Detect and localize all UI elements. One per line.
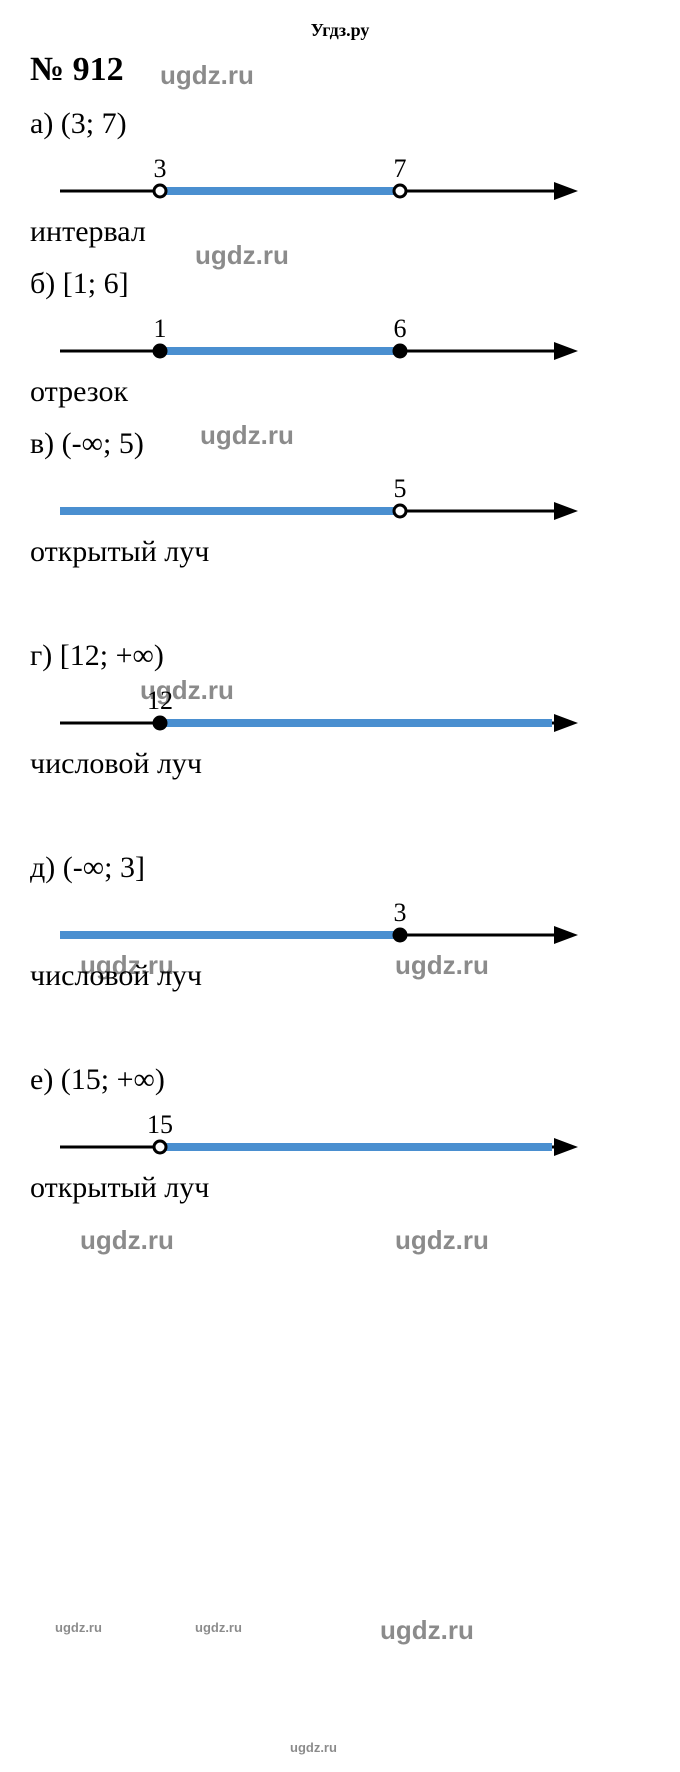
exercise-item: а) (3; 7)37интервал: [30, 107, 650, 249]
exercise-item: б) [1; 6]16отрезок: [30, 267, 650, 409]
left-endpoint-label: 12: [147, 686, 173, 715]
number-line-diagram: 16: [60, 309, 580, 371]
number-line-wrap: 12: [60, 681, 650, 743]
number-line-diagram: 3: [60, 893, 580, 955]
interval-type-name: отрезок: [30, 375, 650, 409]
right-endpoint-closed: [394, 345, 406, 357]
number-line-diagram: 5: [60, 469, 580, 531]
item-notation: а) (3; 7): [30, 107, 650, 141]
right-endpoint-label: 7: [394, 154, 407, 183]
item-notation: д) (-∞; 3]: [30, 851, 650, 885]
interval-type-name: интервал: [30, 215, 650, 249]
axis-arrowhead-icon: [554, 502, 578, 520]
left-endpoint-open: [154, 185, 166, 197]
axis-arrowhead-icon: [554, 926, 578, 944]
left-endpoint-closed: [154, 717, 166, 729]
exercise-item: в) (-∞; 5) 5 открытый луч: [30, 427, 650, 569]
number-line-wrap: 5: [60, 469, 650, 531]
number-line-diagram: 15: [60, 1105, 580, 1167]
interval-type-name: открытый луч: [30, 535, 650, 569]
exercise-item: е) (15; +∞) 15 открытый луч: [30, 1063, 650, 1205]
watermark-text: ugdz.ru: [380, 1615, 474, 1646]
right-endpoint-closed: [394, 929, 406, 941]
item-notation: б) [1; 6]: [30, 267, 650, 301]
axis-arrowhead-icon: [554, 182, 578, 200]
watermark-text: ugdz.ru: [195, 1620, 242, 1635]
interval-type-name: числовой луч: [30, 959, 650, 993]
watermark-text: ugdz.ru: [55, 1620, 102, 1635]
item-notation: в) (-∞; 5): [30, 427, 650, 461]
number-line-wrap: 3: [60, 893, 650, 955]
left-endpoint-open: [154, 1141, 166, 1153]
right-endpoint-open: [394, 505, 406, 517]
axis-arrowhead-icon: [554, 714, 578, 732]
interval-type-name: числовой луч: [30, 747, 650, 781]
exercise-item: г) [12; +∞) 12 числовой луч: [30, 639, 650, 781]
number-line-wrap: 16: [60, 309, 650, 371]
watermark-text: ugdz.ru: [395, 1225, 489, 1256]
axis-arrowhead-icon: [554, 1138, 578, 1156]
item-notation: е) (15; +∞): [30, 1063, 650, 1097]
watermark-text: ugdz.ru: [80, 1225, 174, 1256]
right-endpoint-label: 5: [394, 474, 407, 503]
exercise-number: № 912: [30, 51, 650, 89]
left-endpoint-closed: [154, 345, 166, 357]
right-endpoint-label: 6: [394, 314, 407, 343]
axis-arrowhead-icon: [554, 342, 578, 360]
left-endpoint-label: 1: [154, 314, 167, 343]
number-line-diagram: 12: [60, 681, 580, 743]
number-line-wrap: 15: [60, 1105, 650, 1167]
exercise-item: д) (-∞; 3] 3 числовой луч: [30, 851, 650, 993]
number-line-wrap: 37: [60, 149, 650, 211]
left-endpoint-label: 15: [147, 1110, 173, 1139]
item-notation: г) [12; +∞): [30, 639, 650, 673]
right-endpoint-label: 3: [394, 898, 407, 927]
interval-type-name: открытый луч: [30, 1171, 650, 1205]
watermark-text: ugdz.ru: [290, 1740, 337, 1755]
page-site-header: Угдз.ру: [30, 20, 650, 41]
number-line-diagram: 37: [60, 149, 580, 211]
left-endpoint-label: 3: [154, 154, 167, 183]
right-endpoint-open: [394, 185, 406, 197]
